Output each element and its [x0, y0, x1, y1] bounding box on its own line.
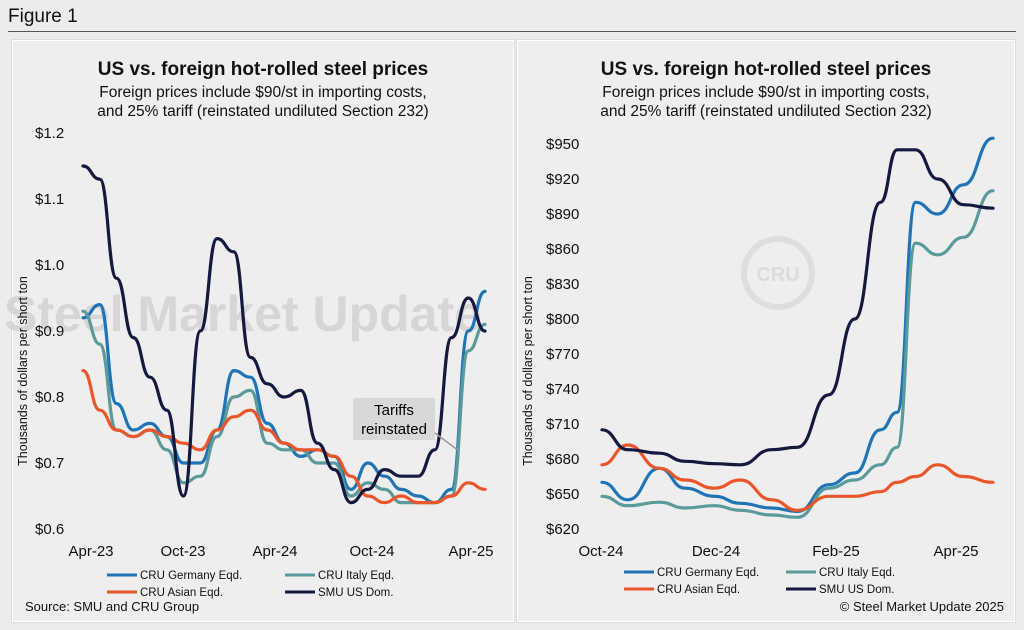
- x-tick-label: Apr-25: [448, 543, 493, 560]
- y-tick-label: $830: [546, 276, 579, 293]
- chart-title: US vs. foreign hot-rolled steel prices: [600, 59, 932, 80]
- tariff-annotation: Tariffs reinstated: [353, 398, 460, 452]
- annotation-line-2: reinstated: [361, 421, 427, 438]
- legend-label-us: SMU US Dom.: [819, 584, 894, 596]
- chart-subtitle: Foreign prices include $90/st in importi…: [518, 83, 1014, 121]
- chart-title: US vs. foreign hot-rolled steel prices: [97, 59, 429, 80]
- x-tick-label: Apr-25: [933, 543, 978, 560]
- series-line-us: [81, 164, 487, 505]
- subtitle-line-1: Foreign prices include $90/st in importi…: [99, 84, 427, 101]
- y-tick-label: $0.9: [35, 323, 64, 340]
- legend: CRU Germany Eqd. CRU Italy Eqd. CRU Asian …: [624, 567, 895, 596]
- legend-label-italy: CRU Italy Eqd.: [318, 570, 394, 582]
- y-tick-label: $860: [546, 241, 579, 258]
- subtitle-line-2: and 25% tariff (reinstated undiluted Sec…: [600, 103, 932, 120]
- series-line-us: [600, 148, 995, 467]
- y-tick-label: $0.7: [35, 455, 64, 472]
- annotation-pointer: [434, 432, 460, 452]
- line-chart-left: Steel Market Update Thousands of dollars…: [4, 125, 493, 599]
- x-tick-label: Apr-24: [252, 543, 297, 560]
- y-tick-label: $920: [546, 171, 579, 188]
- x-tick-label: Dec-24: [692, 543, 740, 560]
- legend-label-germany: CRU Germany Eqd.: [657, 567, 759, 579]
- legend-label-asian: CRU Asian Eqd.: [140, 587, 223, 599]
- top-divider: [8, 31, 1016, 32]
- y-tick-label: $1.0: [35, 257, 64, 274]
- legend-label-germany: CRU Germany Eqd.: [140, 570, 242, 582]
- series-line-asian: [600, 443, 995, 512]
- chart-subtitle: Foreign prices include $90/st in importi…: [13, 83, 513, 121]
- figure-label: Figure 1: [8, 6, 78, 27]
- legend-label-asian: CRU Asian Eqd.: [657, 584, 740, 596]
- x-tick-labels: Oct-24 Dec-24 Feb-25 Apr-25: [578, 543, 978, 560]
- y-tick-labels: $1.2 $1.1 $1.0 $0.9 $0.8 $0.7 $0.6: [35, 125, 64, 538]
- source-note: Source: SMU and CRU Group: [25, 599, 200, 614]
- y-tick-label: $0.6: [35, 521, 64, 538]
- y-tick-label: $710: [546, 416, 579, 433]
- x-tick-label: Oct-23: [160, 543, 205, 560]
- subtitle-line-1: Foreign prices include $90/st in importi…: [602, 84, 930, 101]
- y-axis-label: Thousands of dollars per short ton: [521, 276, 535, 466]
- series-line-germany: [600, 136, 995, 514]
- series-line-italy: [600, 189, 995, 519]
- legend-label-italy: CRU Italy Eqd.: [819, 567, 895, 579]
- x-tick-label: Oct-24: [349, 543, 394, 560]
- annotation-box: [353, 398, 435, 440]
- x-tick-label: Apr-23: [68, 543, 113, 560]
- subtitle-line-2: and 25% tariff (reinstated undiluted Sec…: [97, 103, 429, 120]
- chart-panel-left: US vs. foreign hot-rolled steel prices F…: [4, 40, 514, 622]
- legend: CRU Germany Eqd. CRU Italy Eqd. CRU Asian …: [107, 570, 394, 599]
- y-tick-label: $0.8: [35, 389, 64, 406]
- y-tick-label: $680: [546, 451, 579, 468]
- series-lines: [600, 136, 995, 519]
- y-tick-label: $620: [546, 521, 579, 538]
- chart-panel-right: US vs. foreign hot-rolled steel prices F…: [517, 40, 1015, 622]
- copyright-note: © Steel Market Update 2025: [839, 599, 1004, 614]
- y-tick-label: $800: [546, 311, 579, 328]
- y-tick-label: $1.2: [35, 125, 64, 142]
- line-chart-right: CRU Thousands of dollars per short ton $…: [521, 136, 995, 596]
- series-lines: [81, 164, 487, 505]
- svg-text:CRU: CRU: [756, 264, 799, 286]
- y-tick-label: $650: [546, 486, 579, 503]
- y-tick-label: $890: [546, 206, 579, 223]
- annotation-line-1: Tariffs: [374, 402, 414, 419]
- legend-label-us: SMU US Dom.: [318, 587, 393, 599]
- x-tick-label: Oct-24: [578, 543, 623, 560]
- y-axis-label: Thousands of dollars per short ton: [16, 276, 30, 466]
- y-tick-label: $1.1: [35, 191, 64, 208]
- x-tick-labels: Apr-23 Oct-23 Apr-24 Oct-24 Apr-25: [68, 543, 493, 560]
- y-tick-labels: $950 $920 $890 $860 $830 $800 $770 $740 $710 $680…: [546, 136, 579, 538]
- y-tick-label: $740: [546, 381, 579, 398]
- y-tick-label: $770: [546, 346, 579, 363]
- x-tick-label: Feb-25: [812, 543, 860, 560]
- series-line-asian: [81, 369, 487, 505]
- y-tick-label: $950: [546, 136, 579, 153]
- cru-logo-watermark: CRU: [741, 236, 815, 310]
